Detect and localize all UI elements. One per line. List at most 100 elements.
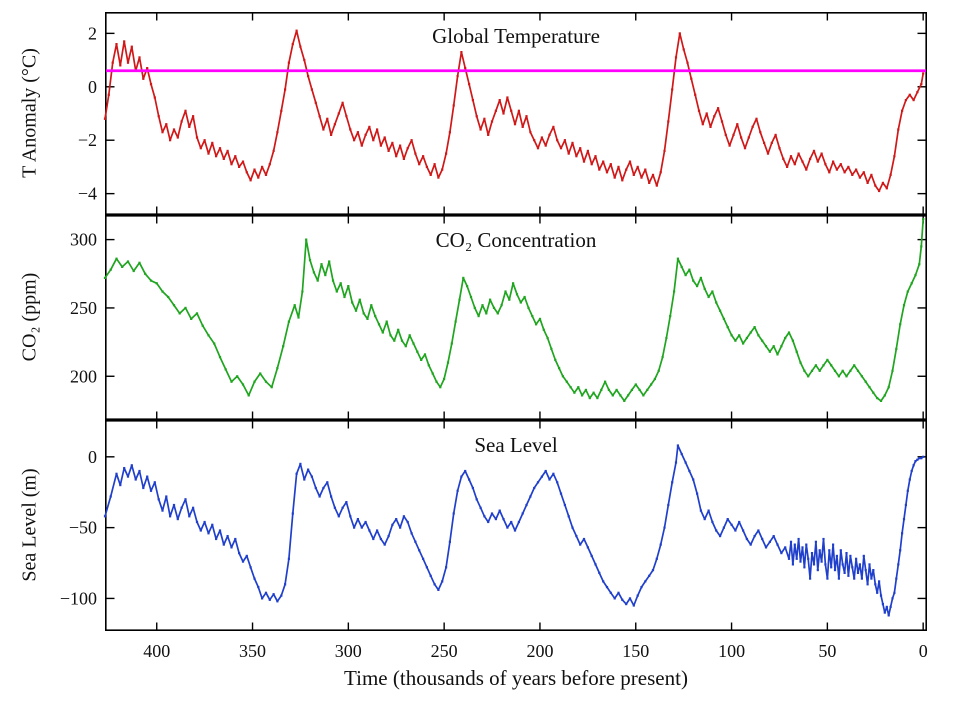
sea-level-marker: [146, 475, 149, 478]
sea-level-marker: [914, 460, 917, 463]
co2-marker: [661, 356, 664, 359]
temperature-marker: [510, 109, 513, 112]
sea-level-marker: [379, 537, 382, 541]
temperature-marker: [682, 48, 685, 51]
co2-marker: [489, 298, 492, 301]
temperature-marker: [107, 93, 110, 96]
x-tick-label: 200: [527, 641, 554, 661]
sea-level-marker: [625, 603, 628, 606]
sea-level-marker: [192, 506, 195, 509]
sea-level-marker: [628, 597, 632, 600]
co2-marker: [161, 290, 164, 293]
co2-marker: [787, 331, 791, 334]
co2-marker: [178, 312, 181, 315]
temperature-marker: [544, 144, 547, 147]
sea-level-marker: [172, 503, 176, 507]
co2-marker: [481, 304, 484, 307]
co2-marker: [420, 358, 423, 361]
sea-level-marker: [855, 557, 858, 560]
sea-level-marker: [818, 549, 821, 552]
sea-level-marker: [742, 529, 745, 532]
sea-level-marker: [674, 461, 678, 464]
co2-marker: [757, 334, 760, 337]
y-tick-label: 2: [88, 23, 97, 43]
temperature-marker: [341, 101, 344, 104]
co2-marker: [692, 279, 695, 282]
temperature-marker: [832, 160, 835, 163]
sea-level-marker: [433, 583, 436, 586]
sea-level-marker: [878, 580, 881, 583]
sea-level-marker: [814, 540, 817, 543]
sea-level-marker: [839, 549, 842, 552]
temperature-marker: [418, 163, 421, 166]
co2-marker: [393, 339, 396, 342]
sea-level-marker: [180, 506, 183, 509]
temperature-marker: [835, 168, 838, 171]
sea-level-marker: [257, 586, 260, 589]
co2-marker: [358, 298, 361, 301]
temperature-marker: [847, 165, 850, 168]
sea-level-marker: [738, 520, 741, 524]
sea-level-marker: [807, 557, 810, 560]
sea-level-marker: [333, 506, 336, 509]
sea-level-marker: [676, 444, 679, 447]
temperature-marker: [353, 139, 356, 142]
sea-level-marker: [533, 486, 536, 490]
sea-level-marker: [322, 486, 325, 490]
sea-level-marker: [835, 554, 838, 557]
co2-marker: [519, 301, 522, 304]
temperature-marker: [490, 120, 494, 123]
temperature-marker: [609, 163, 612, 166]
sea-level-marker: [245, 554, 248, 557]
co2-marker: [132, 269, 135, 273]
temperature-marker: [889, 173, 892, 176]
y-tick-label: −100: [60, 588, 97, 608]
sea-level-marker: [414, 540, 417, 543]
sea-level-marker: [406, 520, 409, 524]
sea-level-marker: [303, 478, 306, 481]
co2-marker: [190, 317, 193, 320]
sea-level-marker: [429, 574, 432, 577]
co2-marker: [312, 271, 315, 274]
co2-marker: [408, 334, 411, 337]
co2-marker: [446, 361, 450, 364]
sea-level-marker: [123, 467, 126, 470]
co2-marker: [761, 339, 764, 342]
co2-marker: [680, 265, 683, 268]
sea-level-marker: [891, 597, 894, 600]
sea-level-marker: [613, 597, 616, 600]
sea-level-marker: [142, 486, 145, 490]
temperature-marker: [816, 160, 819, 163]
co2-marker: [665, 336, 668, 340]
co2-marker: [895, 347, 898, 350]
temperature-marker: [843, 171, 846, 174]
co2-marker: [818, 369, 821, 372]
temperature-marker: [828, 171, 831, 174]
co2-marker: [879, 399, 883, 402]
temperature-marker: [851, 173, 854, 176]
temperature-series-line: [104, 29, 925, 192]
sea-level-marker: [582, 537, 586, 541]
co2-marker: [607, 388, 610, 391]
sea-level-marker: [749, 543, 752, 546]
y-tick-label: 300: [70, 230, 97, 250]
x-tick-label: 0: [919, 641, 928, 661]
co2-marker: [872, 391, 875, 394]
temperature-marker: [414, 152, 417, 155]
co2-marker: [331, 279, 335, 282]
co2-marker: [366, 317, 369, 320]
co2-marker: [167, 295, 170, 299]
co2-marker: [550, 347, 553, 350]
temperature-marker: [705, 112, 708, 115]
co2-marker: [604, 380, 607, 383]
sea-level-marker: [326, 481, 329, 484]
sea-level-marker: [651, 569, 655, 572]
sea-level-marker: [868, 563, 871, 566]
temperature-marker: [326, 117, 329, 120]
sea-level-marker: [376, 529, 379, 532]
temperature-marker: [241, 160, 245, 163]
temperature-marker: [119, 64, 122, 67]
temperature-marker: [763, 141, 766, 144]
temperature-marker: [387, 149, 390, 152]
temperature-marker: [115, 43, 118, 46]
